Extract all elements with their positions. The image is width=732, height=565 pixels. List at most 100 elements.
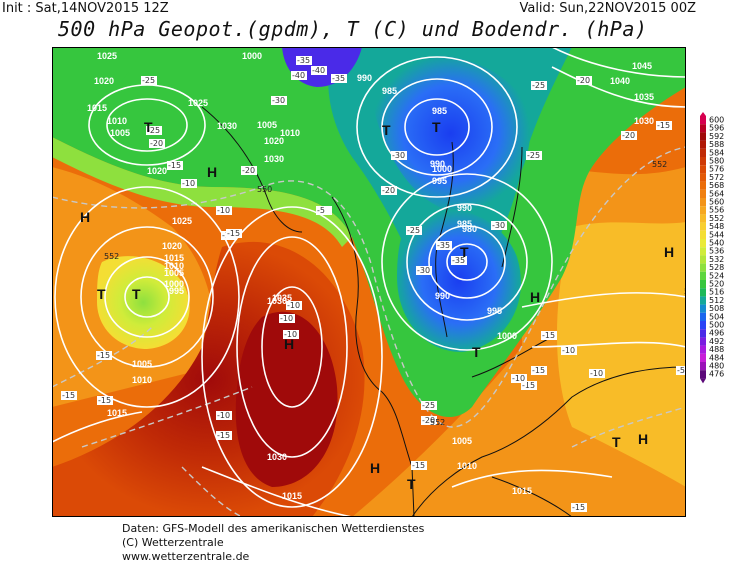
temp-label-box — [576, 76, 592, 85]
geopot-label: 552 — [430, 418, 445, 427]
legend-label: 516 — [709, 288, 724, 297]
temp-label: -40 — [312, 66, 325, 75]
legend-swatch — [700, 206, 706, 215]
isobar-label: 1000 — [432, 164, 452, 174]
temp-label: -15 — [532, 366, 545, 375]
geopot-label: 550 — [257, 185, 272, 194]
temp-label: -25 — [142, 76, 155, 85]
legend-arrow-down — [700, 378, 706, 384]
legend-label: 528 — [709, 263, 724, 272]
field-darkred-core — [235, 311, 338, 487]
field-yellow-east — [557, 222, 686, 487]
legend-swatch — [700, 148, 706, 157]
temp-label: -15 — [657, 121, 670, 130]
temp-label: -15 — [97, 351, 110, 360]
init-time: Init : Sat,14NOV2015 12Z — [2, 1, 169, 16]
legend-swatch — [700, 189, 706, 198]
legend-label: 536 — [709, 247, 724, 256]
low-pressure-symbol: T — [144, 119, 153, 135]
isobar-label: 995 — [432, 176, 447, 186]
temp-label-box — [411, 461, 427, 470]
legend-label: 560 — [709, 198, 724, 207]
temp-label: -35 — [297, 56, 310, 65]
high-pressure-symbol: H — [664, 244, 674, 260]
legend-swatch — [700, 157, 706, 166]
isobar-label: 1035 — [272, 293, 292, 303]
temp-label-box — [531, 366, 547, 375]
temp-label-box — [561, 346, 577, 355]
temp-label-box — [589, 369, 605, 378]
legend-label: 576 — [709, 165, 724, 174]
temp-label: -40 — [292, 71, 305, 80]
legend-label: 500 — [709, 321, 724, 330]
legend-swatch — [700, 280, 706, 289]
isobar-label: 995 — [169, 286, 184, 296]
legend-label: 544 — [709, 230, 724, 239]
legend-swatch — [700, 288, 706, 297]
legend-label: 600 — [709, 116, 724, 125]
isobar-label: 1010 — [132, 375, 152, 385]
legend-label: 568 — [709, 181, 724, 190]
isobar-label: 1025 — [188, 98, 208, 108]
temp-label: -20 — [577, 76, 590, 85]
temp-label: -10 — [512, 374, 525, 383]
temp-label-box — [521, 381, 537, 390]
legend-label: 520 — [709, 280, 724, 289]
isobar-label: 985 — [457, 219, 472, 229]
geopot-label: 552 — [652, 160, 667, 169]
legend-swatch — [700, 132, 706, 141]
isobar-label: 1010 — [107, 116, 127, 126]
legend-swatch — [700, 296, 706, 305]
isobar-label: 1030 — [217, 121, 237, 131]
isobar-label: 1020 — [264, 136, 284, 146]
legend-label: 592 — [709, 132, 724, 141]
isobar-label: 1045 — [632, 61, 652, 71]
low-pressure-symbol: T — [612, 434, 621, 450]
isobar-label: 990 — [430, 159, 445, 169]
temp-label-box — [421, 401, 437, 410]
isobar-label: 990 — [457, 203, 472, 213]
isobar-label: 1040 — [610, 76, 630, 86]
color-legend: 6005965925885845805765725685645605565525… — [700, 112, 724, 384]
temp-label-box — [311, 66, 327, 75]
legend-swatch — [700, 321, 706, 330]
temp-label-box — [61, 391, 77, 400]
temp-label-box — [541, 331, 557, 340]
low-pressure-symbol: T — [460, 244, 469, 260]
legend-arrow-up — [700, 112, 706, 116]
temp-label: -10 — [287, 301, 300, 310]
legend-label: 596 — [709, 124, 724, 133]
legend-label: 488 — [709, 345, 724, 354]
temp-label: -20 — [622, 131, 635, 140]
isobar-label: 1000 — [497, 331, 517, 341]
temp-label: -10 — [217, 411, 230, 420]
isobar-label: 1035 — [634, 92, 654, 102]
isobar-label: 1005 — [164, 268, 184, 278]
legend-swatch — [700, 263, 706, 272]
isobar-label: 1010 — [457, 461, 477, 471]
low-pressure-symbol: T — [132, 286, 141, 302]
temp-label: -20 — [150, 139, 163, 148]
isobar-label: 1015 — [512, 486, 532, 496]
temp-label-box — [241, 166, 257, 175]
temp-label: -20 — [382, 186, 395, 195]
temp-label: -15 — [62, 391, 75, 400]
legend-label: 504 — [709, 312, 724, 321]
temp-label: -5 — [317, 206, 325, 215]
legend-swatch — [700, 329, 706, 338]
temp-label: -15 — [542, 331, 555, 340]
high-pressure-symbol: H — [530, 289, 540, 305]
temp-label: -15 — [217, 431, 230, 440]
isobar-label: 1025 — [97, 51, 117, 61]
geopot-label: 552 — [104, 252, 119, 261]
legend-label: 588 — [709, 140, 724, 149]
temp-label: -15 — [412, 461, 425, 470]
legend-swatch — [700, 370, 706, 379]
high-pressure-symbol: H — [638, 431, 648, 447]
temp-label-box — [296, 56, 312, 65]
legend-label: 484 — [709, 353, 724, 362]
legend-swatch — [700, 222, 706, 231]
temp-label: -30 — [272, 96, 285, 105]
temp-label: -10 — [182, 179, 195, 188]
